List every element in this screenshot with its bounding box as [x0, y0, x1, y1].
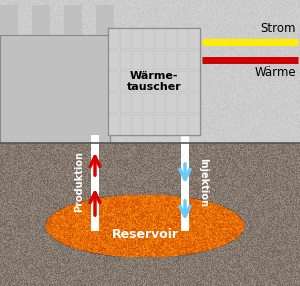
Bar [0, 5, 18, 35]
Bar [154, 50, 165, 70]
Bar [109, 50, 119, 70]
Bar [109, 114, 119, 134]
Bar [178, 93, 188, 113]
Bar [64, 5, 82, 35]
Bar [166, 50, 176, 70]
Bar [143, 50, 154, 70]
Text: Reservoir: Reservoir [112, 227, 178, 241]
Bar [131, 71, 142, 92]
Bar [143, 114, 154, 134]
Bar [189, 71, 200, 92]
Bar [178, 29, 188, 49]
Bar [131, 93, 142, 113]
Bar [120, 71, 130, 92]
Text: Wärme: Wärme [254, 65, 296, 78]
Bar [166, 114, 176, 134]
Bar [143, 71, 154, 92]
Bar [189, 29, 200, 49]
Text: Produktion: Produktion [74, 152, 84, 212]
Bar [131, 114, 142, 134]
Bar [120, 50, 130, 70]
Text: Injektion: Injektion [198, 158, 208, 206]
Bar [154, 114, 165, 134]
Bar [108, 28, 200, 135]
Bar [178, 71, 188, 92]
Bar [181, 135, 189, 231]
Bar [189, 114, 200, 134]
Bar [178, 114, 188, 134]
Bar [154, 29, 165, 49]
Bar [120, 93, 130, 113]
Bar [109, 29, 119, 49]
Bar [131, 50, 142, 70]
Bar [96, 5, 114, 35]
Bar [154, 71, 165, 92]
Bar [0, 35, 110, 143]
Bar [109, 93, 119, 113]
Bar [178, 50, 188, 70]
Bar [32, 5, 50, 35]
Bar [120, 114, 130, 134]
Bar [166, 29, 176, 49]
Bar [189, 50, 200, 70]
Bar [166, 93, 176, 113]
Bar [120, 29, 130, 49]
Bar [143, 93, 154, 113]
Bar [189, 93, 200, 113]
Bar [143, 29, 154, 49]
Bar [131, 29, 142, 49]
Bar [154, 93, 165, 113]
Bar [91, 135, 99, 231]
Text: Wärme-
tauscher: Wärme- tauscher [127, 71, 182, 92]
Bar [109, 71, 119, 92]
Bar [166, 71, 176, 92]
Text: Strom: Strom [260, 21, 296, 35]
